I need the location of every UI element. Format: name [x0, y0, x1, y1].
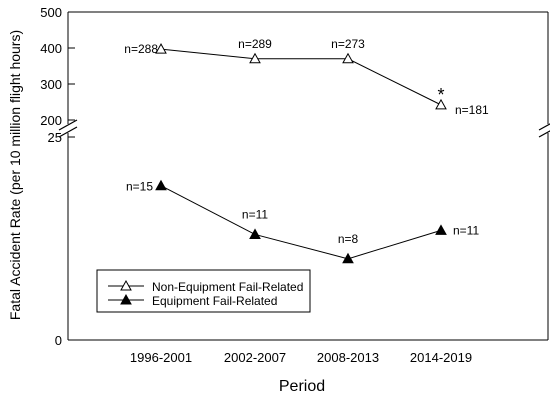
series-line-1: [160, 185, 442, 260]
x-tick-label-2: 2008-2013: [317, 350, 379, 365]
data-point-1-3: [435, 224, 447, 235]
data-point-0-0: [155, 43, 167, 54]
legend-box: [96, 269, 311, 313]
data-label-1-1: n=11: [242, 207, 268, 221]
series-layer: n=288 n=289 n=273 n=181 * n=15 n=11 n=8 n=11: [124, 37, 489, 264]
y-tick-label-upper-3: 200: [40, 113, 62, 128]
data-point-1-0: [155, 179, 167, 191]
x-axis-title: Period: [279, 378, 325, 395]
data-label-0-2: n=273: [331, 37, 365, 51]
legend: Non-Equipment Fail-Related Equipment Fai…: [96, 269, 311, 313]
y-tick-label-lower-0: 25: [48, 130, 62, 145]
data-point-1-2: [342, 252, 354, 264]
axis-break-left-upper: [58, 119, 78, 131]
data-point-0-2: [342, 52, 354, 64]
legend-entry-label-0: Non-Equipment Fail-Related: [152, 280, 303, 294]
y-axis-title: Fatal Accident Rate (per 10 million flig…: [7, 30, 23, 320]
y-tick-label-upper-2: 300: [40, 77, 62, 92]
legend-marker-1: [120, 293, 132, 305]
data-label-1-0: n=15: [126, 180, 153, 194]
axis-break-right-lower: [538, 130, 550, 138]
data-label-1-3: n=11: [453, 223, 479, 237]
axes: 500 400 300 200 25 0 1996-2001 2002-2007 2008-20…: [40, 5, 550, 365]
series-line-0: [160, 48, 442, 106]
data-point-0-1: [249, 52, 261, 64]
axis-break-right-upper: [538, 123, 550, 131]
data-label-0-1: n=289: [238, 37, 272, 51]
legend-marker-0: [120, 279, 132, 291]
x-tick-label-0: 1996-2001: [130, 350, 192, 365]
data-point-0-3: [435, 98, 447, 110]
legend-entry-label-1: Equipment Fail-Related: [152, 294, 277, 308]
y-tick-label-lower-1: 0: [55, 333, 62, 348]
data-label-0-3: n=181: [455, 103, 489, 117]
axis-break-left-lower: [58, 126, 78, 138]
data-point-1-1: [249, 228, 261, 239]
y-tick-label-upper-0: 500: [40, 5, 62, 20]
y-tick-label-upper-1: 400: [40, 41, 62, 56]
data-label-1-2: n=8: [338, 232, 359, 246]
annotation-0-3: *: [437, 85, 444, 105]
data-label-0-0: n=288: [124, 42, 158, 56]
x-tick-label-1: 2002-2007: [224, 350, 286, 365]
x-tick-label-3: 2014-2019: [410, 350, 472, 365]
